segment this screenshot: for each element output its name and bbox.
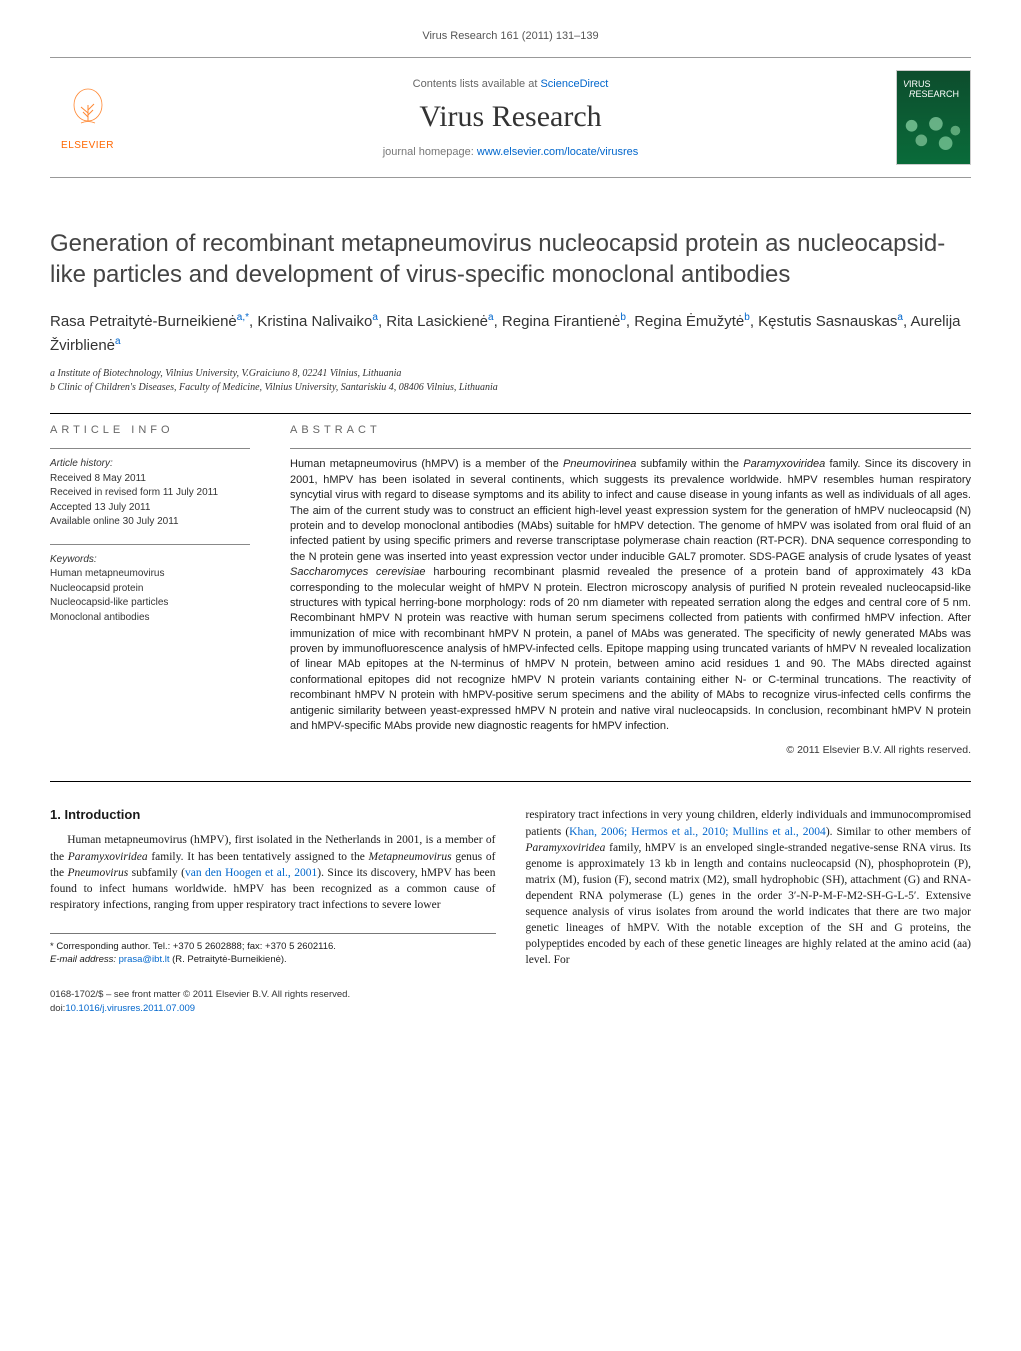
cover-art-icon [897,116,970,156]
article-info-label: article info [50,424,250,436]
doi-link[interactable]: 10.1016/j.virusres.2011.07.009 [65,1003,195,1014]
body-paragraph: Human metapneumovirus (hMPV), first isol… [50,832,496,912]
affiliation-a: a Institute of Biotechnology, Vilnius Un… [50,367,971,381]
page-footer: 0168-1702/$ – see front matter © 2011 El… [50,988,971,1015]
article-title: Generation of recombinant metapneumoviru… [50,228,971,290]
abstract-column: abstract Human metapneumovirus (hMPV) is… [290,424,971,756]
sciencedirect-link[interactable]: ScienceDirect [540,78,608,90]
corresponding-email-line: E-mail address: prasa@ibt.lt (R. Petrait… [50,953,496,966]
keyword: Human metapneumovirus [50,567,250,582]
horizontal-rule [50,413,971,414]
keyword: Nucleocapsid protein [50,582,250,597]
journal-homepage-link[interactable]: www.elsevier.com/locate/virusres [477,146,638,158]
journal-homepage-line: journal homepage: www.elsevier.com/locat… [125,146,896,158]
author-list: Rasa Petraitytė-Burneikienėa,*, Kristina… [50,310,971,357]
body-columns: 1. Introduction Human metapneumovirus (h… [50,807,971,968]
info-divider [50,544,250,545]
article-history: Article history: Received 8 May 2011 Rec… [50,457,250,530]
corresponding-tel: * Corresponding author. Tel.: +370 5 260… [50,940,496,953]
running-header: Virus Research 161 (2011) 131–139 [50,30,971,42]
info-divider [50,448,250,449]
history-accepted: Accepted 13 July 2011 [50,501,250,516]
publisher-logo: ELSEVIER [50,85,125,151]
masthead: ELSEVIER Contents lists available at Sci… [50,57,971,178]
affiliation-b: b Clinic of Children's Diseases, Faculty… [50,381,971,395]
elsevier-tree-icon [63,85,113,135]
horizontal-rule [50,781,971,782]
cover-title-text: VIRUSRESEARCH [903,79,959,99]
issn-line: 0168-1702/$ – see front matter © 2011 El… [50,988,971,1001]
info-abstract-row: article info Article history: Received 8… [50,424,971,756]
journal-cover-thumbnail: VIRUSRESEARCH [896,70,971,165]
contents-list-line: Contents lists available at ScienceDirec… [125,78,896,90]
abstract-label: abstract [290,424,971,436]
history-received: Received 8 May 2011 [50,472,250,487]
keywords-heading: Keywords: [50,553,250,568]
journal-name: Virus Research [125,100,896,134]
history-revised: Received in revised form 11 July 2011 [50,486,250,501]
doi-line: doi:10.1016/j.virusres.2011.07.009 [50,1002,971,1015]
affiliations: a Institute of Biotechnology, Vilnius Un… [50,367,971,395]
keyword: Monoclonal antibodies [50,611,250,626]
article-info-column: article info Article history: Received 8… [50,424,250,756]
history-heading: Article history: [50,457,250,472]
section-heading: 1. Introduction [50,807,496,822]
section-intro: 1. Introduction Human metapneumovirus (h… [50,807,496,966]
copyright-line: © 2011 Elsevier B.V. All rights reserved… [290,744,971,756]
masthead-center: Contents lists available at ScienceDirec… [125,78,896,158]
abstract-divider [290,448,971,449]
publisher-name: ELSEVIER [50,140,125,151]
citation-link[interactable]: van den Hoogen et al., 2001 [185,867,317,879]
abstract-text: Human metapneumovirus (hMPV) is a member… [290,457,971,734]
citation-text: Virus Research 161 (2011) 131–139 [422,30,598,42]
citation-link[interactable]: Khan, 2006; Hermos et al., 2010; Mullins… [569,826,826,838]
keyword: Nucleocapsid-like particles [50,596,250,611]
keywords-block: Keywords: Human metapneumovirus Nucleoca… [50,553,250,626]
email-link[interactable]: prasa@ibt.lt [119,954,170,965]
body-paragraph: respiratory tract infections in very you… [526,807,972,968]
corresponding-author-footnote: * Corresponding author. Tel.: +370 5 260… [50,933,496,967]
history-online: Available online 30 July 2011 [50,515,250,530]
